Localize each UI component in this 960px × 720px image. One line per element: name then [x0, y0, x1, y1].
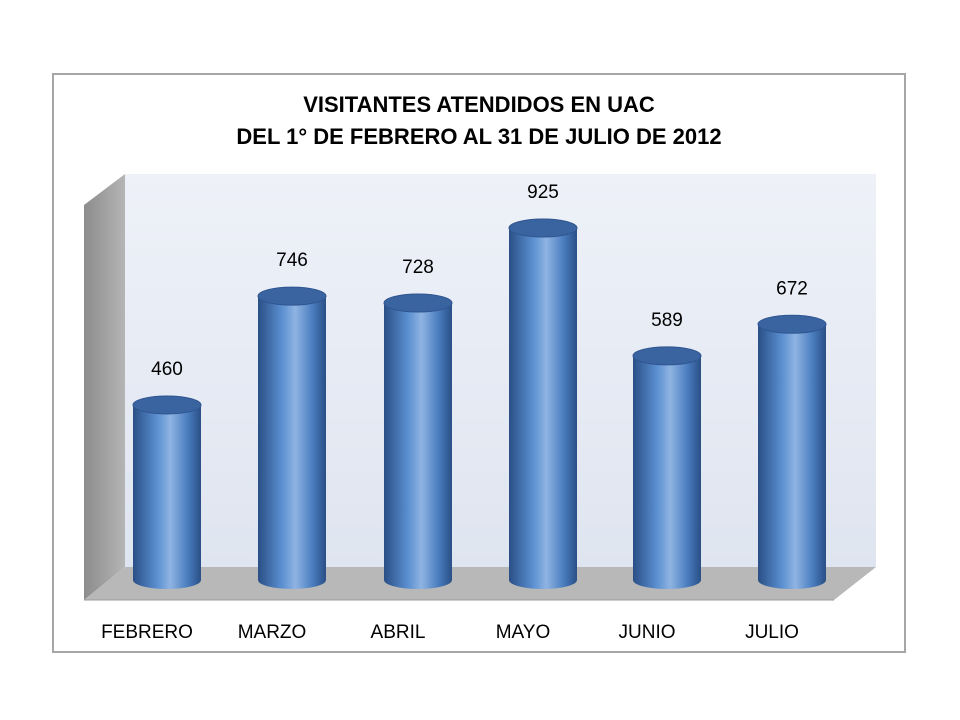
side-wall: [84, 174, 125, 600]
tick-label-marzo: MARZO: [238, 622, 307, 643]
bar-abril: [384, 302, 452, 589]
bar-top-abril: [383, 293, 453, 313]
data-label-mayo: 925: [527, 182, 559, 203]
bar-top-mayo: [508, 218, 578, 238]
bar-top-marzo: [257, 286, 327, 306]
bar-top-febrero: [132, 395, 202, 415]
tick-label-abril: ABRIL: [371, 622, 426, 643]
data-label-abril: 728: [402, 257, 434, 278]
bar-marzo: [258, 296, 326, 589]
bar-junio: [633, 355, 701, 589]
tick-label-febrero: FEBRERO: [101, 622, 193, 643]
data-label-julio: 672: [776, 278, 808, 299]
bar-mayo: [509, 228, 577, 589]
chart-title: VISITANTES ATENDIDOS EN UAC DEL 1° DE FE…: [54, 89, 904, 153]
tick-label-julio: JULIO: [745, 622, 799, 643]
bar-top-julio: [757, 314, 827, 334]
bar-febrero: [133, 404, 201, 589]
data-label-junio: 589: [651, 310, 683, 331]
bar-julio: [758, 324, 826, 589]
tick-label-junio: JUNIO: [619, 622, 676, 643]
data-label-febrero: 460: [151, 359, 183, 380]
chart-title-line-2: DEL 1° DE FEBRERO AL 31 DE JULIO DE 2012: [236, 124, 722, 149]
bar-top-junio: [632, 346, 702, 366]
tick-label-mayo: MAYO: [496, 622, 551, 643]
chart-title-line-1: VISITANTES ATENDIDOS EN UAC: [303, 92, 655, 117]
floor: [84, 567, 876, 600]
data-label-marzo: 746: [276, 250, 308, 271]
